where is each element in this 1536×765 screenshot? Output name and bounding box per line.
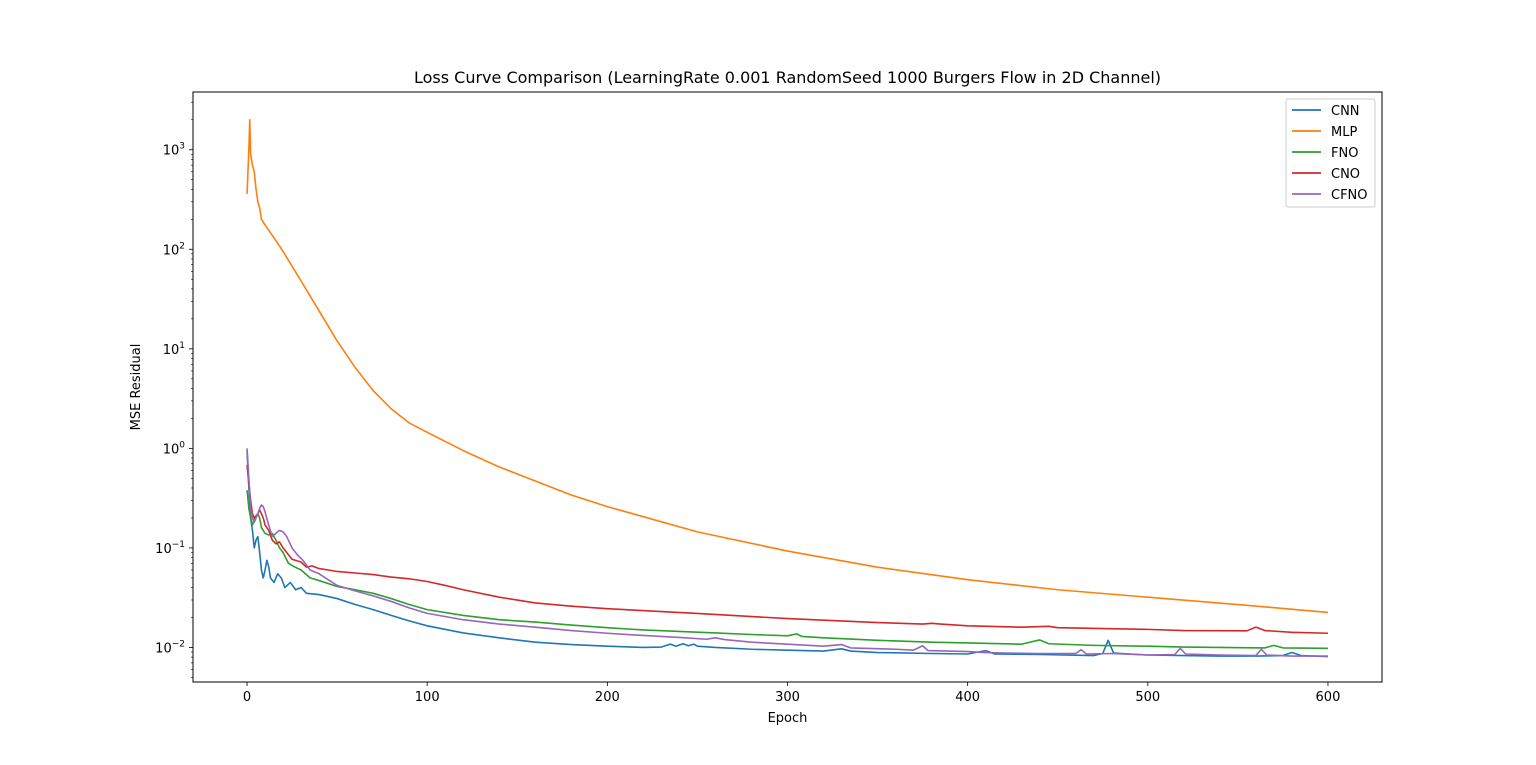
legend-items: CNN MLP FNO CNO CFNO bbox=[1292, 104, 1368, 203]
y-tick-label: 10−2 bbox=[155, 639, 185, 656]
y-tick-label: 101 bbox=[163, 341, 185, 358]
series-layer bbox=[246, 118, 1329, 658]
x-tick-label: 200 bbox=[595, 690, 620, 705]
series-line-cfno bbox=[246, 448, 1328, 657]
y-axis-label: MSE Residual bbox=[129, 344, 144, 431]
legend-label-cfno: CFNO bbox=[1331, 188, 1368, 203]
x-axis-label: Epoch bbox=[768, 711, 808, 726]
y-tick-label: 103 bbox=[163, 142, 185, 159]
y-tick-label: 102 bbox=[163, 241, 185, 258]
series-line-fno bbox=[246, 490, 1328, 650]
legend: CNN MLP FNO CNO CFNO bbox=[1285, 98, 1376, 208]
x-tick-label: 0 bbox=[243, 690, 251, 705]
series-line-mlp bbox=[246, 118, 1329, 614]
legend-label-mlp: MLP bbox=[1331, 125, 1357, 140]
legend-label-cnn: CNN bbox=[1331, 104, 1360, 119]
y-axis-ticks: 10−2 10−1 100 101 102 103 bbox=[155, 101, 193, 678]
x-tick-label: 600 bbox=[1316, 690, 1341, 705]
legend-label-cno: CNO bbox=[1331, 167, 1360, 182]
x-tick-label: 500 bbox=[1135, 690, 1160, 705]
x-axis-ticks: 0 100 200 300 400 500 600 bbox=[243, 682, 1340, 705]
legend-box bbox=[1285, 98, 1376, 208]
y-tick-label: 10−1 bbox=[155, 540, 185, 557]
legend-label-fno: FNO bbox=[1331, 146, 1358, 161]
x-tick-label: 400 bbox=[955, 690, 980, 705]
y-tick-label: 100 bbox=[163, 440, 186, 457]
plot-area bbox=[192, 91, 1383, 683]
series-line-cno bbox=[246, 464, 1328, 635]
chart-title: Loss Curve Comparison (LearningRate 0.00… bbox=[414, 68, 1161, 87]
x-tick-label: 300 bbox=[775, 690, 800, 705]
x-tick-label: 100 bbox=[415, 690, 440, 705]
